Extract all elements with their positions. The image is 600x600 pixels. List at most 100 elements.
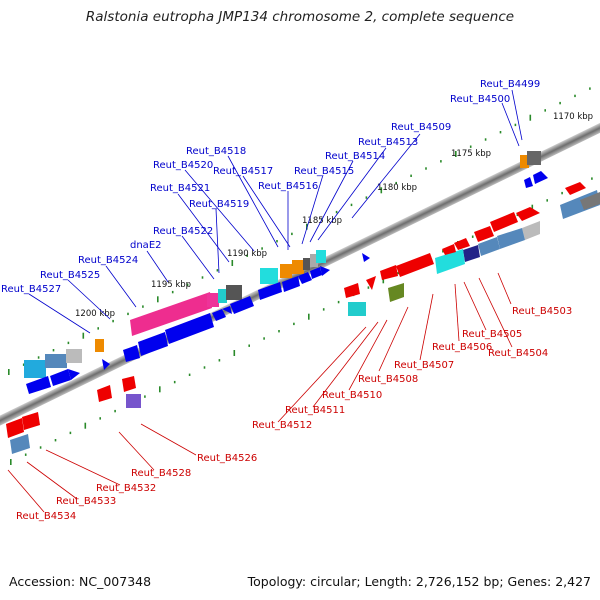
label-reut-b4533[interactable]: Reut_B4533 (56, 496, 116, 507)
label-reut-b4522[interactable]: Reut_B4522 (153, 226, 213, 237)
gene-arrow-16[interactable] (26, 376, 51, 394)
gene-reut-b4514-box[interactable] (310, 254, 318, 267)
scale-label-1170: 1170 kbp (553, 112, 593, 122)
scale-tick-mark (380, 187, 383, 194)
gene-reut-b4521-box[interactable] (218, 289, 227, 303)
gene-reut-b4524-box[interactable] (95, 339, 104, 352)
gene-reut-b4507-box[interactable] (435, 249, 465, 274)
scale-tick-mark (306, 223, 308, 230)
label-dnae2[interactable]: dnaE2 (130, 240, 162, 251)
label-reut-b4521[interactable]: Reut_B4521 (150, 183, 210, 194)
scale-tick-mark (201, 276, 204, 279)
gene-reverse-10[interactable] (380, 265, 398, 280)
label-reut-b4509[interactable]: Reut_B4509 (391, 122, 451, 133)
gene-reverse-6[interactable] (497, 228, 525, 249)
gene-reut-b4505-box[interactable] (463, 245, 480, 262)
gene-reverse-3[interactable] (490, 212, 518, 232)
label-reut-b4514[interactable]: Reut_B4514 (325, 151, 385, 162)
gene-reut-b4504-box[interactable] (478, 237, 500, 256)
label-reut-b4505[interactable]: Reut_B4505 (462, 329, 522, 340)
label-reut-b4510[interactable]: Reut_B4510 (322, 390, 382, 401)
label-reut-b4504[interactable]: Reut_B4504 (488, 348, 548, 359)
gene-reut-b4520-box[interactable] (226, 285, 242, 300)
gene-arrow-12[interactable] (212, 309, 226, 321)
gene-reut-b4513-box[interactable] (316, 250, 326, 263)
label-reut-b4503[interactable]: Reut_B4503 (512, 306, 572, 317)
scale-labels: 1170 kbp 1175 kbp 1180 kbp 1185 kbp 1190… (75, 112, 593, 319)
gene-reut-b4525-box[interactable] (66, 349, 82, 363)
gene-reut-b4528-a[interactable] (122, 376, 136, 392)
gene-reverse-9[interactable] (396, 253, 434, 277)
gene-reverse-4[interactable] (474, 226, 494, 242)
gene-reut-b4508-box[interactable] (388, 283, 404, 302)
label-reut-b4506[interactable]: Reut_B4506 (432, 342, 492, 353)
gene-reut-b4499[interactable] (527, 151, 541, 165)
scale-tick-mark (382, 277, 385, 284)
gene-reut-b4516-box[interactable] (292, 260, 304, 274)
gene-arrow-18[interactable] (68, 369, 80, 380)
label-reut-b4534[interactable]: Reut_B4534 (16, 511, 76, 522)
gene-reut-b4519-box[interactable] (260, 268, 278, 284)
label-reut-b4499[interactable]: Reut_B4499 (480, 79, 540, 90)
label-reut-b4528[interactable]: Reut_B4528 (131, 468, 191, 479)
gene-arrow-13[interactable] (222, 306, 232, 314)
gene-dnae2[interactable] (130, 292, 212, 336)
label-reut-b4516[interactable]: Reut_B4516 (258, 181, 318, 192)
gene-arrow-3[interactable] (362, 253, 370, 262)
scale-tick-mark (99, 417, 101, 420)
gene-reut-b4532[interactable] (6, 418, 24, 438)
label-reut-b4526[interactable]: Reut_B4526 (197, 453, 257, 464)
label-reut-b4513[interactable]: Reut_B4513 (358, 137, 418, 148)
label-reut-b4519[interactable]: Reut_B4519 (189, 199, 249, 210)
gene-arrow-7[interactable] (310, 267, 322, 279)
gene-arrow-9[interactable] (230, 296, 254, 314)
gene-reut-b4527-box-b[interactable] (45, 354, 67, 368)
label-reut-b4518[interactable]: Reut_B4518 (186, 146, 246, 157)
gene-reverse-11[interactable] (366, 276, 376, 290)
gene-reut-b4503-b[interactable] (580, 192, 600, 210)
label-reut-b4525[interactable]: Reut_B4525 (40, 270, 100, 281)
gene-reut-b4534-box[interactable] (10, 434, 30, 454)
gene-arrow-4[interactable] (258, 282, 282, 300)
gene-reut-b4533-a[interactable] (22, 412, 40, 430)
scale-tick-mark (561, 191, 563, 195)
gene-arrow-8[interactable] (320, 266, 330, 276)
label-reut-b4527[interactable]: Reut_B4527 (1, 284, 61, 295)
label-reut-b4508[interactable]: Reut_B4508 (358, 374, 418, 385)
gene-reverse-2[interactable] (516, 207, 540, 221)
gene-reut-b4528-box[interactable] (126, 394, 141, 408)
gene-arrow-17[interactable] (50, 369, 71, 386)
label-reut-b4500[interactable]: Reut_B4500 (450, 94, 510, 105)
gene-arrow-14[interactable] (123, 345, 140, 362)
gene-arrow-6[interactable] (298, 272, 312, 284)
scale-tick-mark (186, 283, 189, 286)
gene-arrow-11[interactable] (138, 332, 168, 356)
gene-reverse-12[interactable] (344, 283, 360, 298)
label-reut-b4517[interactable]: Reut_B4517 (213, 166, 273, 177)
gene-reut-b4522-box[interactable] (207, 293, 219, 307)
label-reut-b4512[interactable]: Reut_B4512 (252, 420, 312, 431)
label-reut-b4515[interactable]: Reut_B4515 (294, 166, 354, 177)
gene-arrow-1[interactable] (533, 171, 548, 184)
gene-reverse-7[interactable] (454, 238, 470, 250)
gene-reut-b4510-box[interactable] (348, 302, 366, 316)
gene-arrow-5[interactable] (282, 276, 300, 292)
label-reut-b4524[interactable]: Reut_B4524 (78, 255, 138, 266)
gene-reut-b4515-box[interactable] (303, 258, 310, 270)
gene-reut-b4526[interactable] (97, 385, 112, 402)
gene-reverse-5[interactable] (522, 221, 540, 240)
gene-reut-b4527-box[interactable] (24, 360, 46, 378)
label-reut-b4507[interactable]: Reut_B4507 (394, 360, 454, 371)
scale-tick-mark (261, 247, 263, 250)
scale-tick-mark (159, 386, 161, 393)
gene-arrow-15[interactable] (102, 359, 110, 370)
label-reut-b4511[interactable]: Reut_B4511 (285, 405, 345, 416)
gene-reverse-1[interactable] (565, 182, 586, 195)
label-reut-b4532[interactable]: Reut_B4532 (96, 483, 156, 494)
gene-arrow-10[interactable] (165, 313, 214, 344)
gene-reverse-8[interactable] (442, 244, 456, 255)
gene-arrow-2[interactable] (524, 177, 533, 188)
gene-reut-b4517-box[interactable] (280, 264, 292, 278)
gene-reut-b4500[interactable] (520, 155, 529, 168)
label-reut-b4520[interactable]: Reut_B4520 (153, 160, 213, 171)
